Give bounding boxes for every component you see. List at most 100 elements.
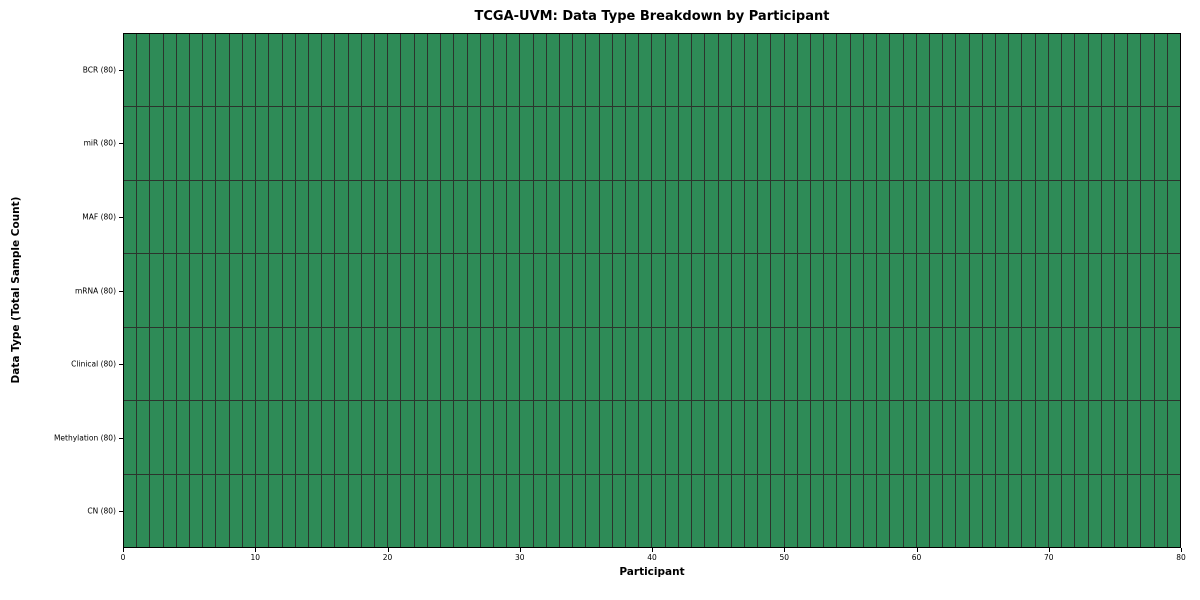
heatmap-cell	[718, 327, 731, 401]
heatmap-cell	[520, 254, 533, 327]
heatmap-cell	[1088, 34, 1101, 107]
heatmap-cell	[137, 327, 150, 401]
heatmap-cell	[824, 254, 837, 327]
heatmap-cell	[256, 401, 269, 474]
heatmap-cell	[784, 254, 797, 327]
heatmap-cell	[216, 254, 229, 327]
heatmap-cell	[493, 401, 507, 474]
heatmap-cell	[890, 327, 903, 401]
heatmap-cell	[996, 401, 1009, 474]
heatmap-cell	[652, 34, 665, 107]
heatmap-cell	[996, 474, 1009, 547]
heatmap-cell	[493, 254, 507, 327]
heatmap-cell	[824, 474, 837, 547]
heatmap-cell	[692, 327, 705, 401]
heatmap-cell	[480, 107, 493, 180]
heatmap-cell	[1009, 401, 1022, 474]
heatmap-cell	[282, 327, 295, 401]
heatmap-cell	[890, 34, 903, 107]
heatmap-cell	[573, 327, 586, 401]
heatmap-cell	[969, 254, 982, 327]
heatmap-cell	[969, 474, 982, 547]
heatmap-cell	[190, 180, 203, 254]
heatmap-cell	[361, 327, 375, 401]
heatmap-cell	[375, 254, 388, 327]
heatmap-cell	[916, 180, 929, 254]
heatmap-cell	[229, 34, 242, 107]
heatmap-cell	[242, 474, 256, 547]
heatmap-cell	[1141, 327, 1154, 401]
heatmap-cell	[929, 401, 943, 474]
heatmap-cell	[124, 327, 137, 401]
heatmap-cell	[1128, 34, 1141, 107]
heatmap-cell	[1088, 107, 1101, 180]
heatmap-cell	[705, 474, 718, 547]
heatmap-cell	[322, 327, 335, 401]
heatmap-cell	[837, 180, 850, 254]
heatmap-cell	[652, 107, 665, 180]
heatmap-cell	[877, 401, 890, 474]
heatmap-cell	[1022, 474, 1035, 547]
heatmap-cell	[678, 254, 692, 327]
x-tick-label: 60	[911, 553, 922, 562]
heatmap-cell	[137, 180, 150, 254]
heatmap-cell	[586, 474, 599, 547]
heatmap-cell	[1088, 254, 1101, 327]
heatmap-cell	[929, 180, 943, 254]
heatmap-cell	[203, 180, 216, 254]
heatmap-cell	[375, 34, 388, 107]
heatmap-cell	[1075, 401, 1088, 474]
heatmap-cell	[467, 474, 480, 547]
heatmap-cell	[929, 254, 943, 327]
heatmap-cell	[1141, 254, 1154, 327]
heatmap-cell	[956, 34, 969, 107]
heatmap-cell	[731, 34, 744, 107]
heatmap-cell	[256, 327, 269, 401]
heatmap-cell	[150, 327, 163, 401]
heatmap-cell	[599, 254, 612, 327]
heatmap-cell	[599, 474, 612, 547]
heatmap-cell	[771, 327, 784, 401]
heatmap-cell	[163, 401, 176, 474]
heatmap-cell	[322, 254, 335, 327]
heatmap-cell	[229, 401, 242, 474]
heatmap-cell	[348, 474, 361, 547]
heatmap-cell	[996, 327, 1009, 401]
heatmap-cell	[560, 327, 573, 401]
heatmap-cell	[176, 34, 190, 107]
heatmap-cell	[1141, 34, 1154, 107]
heatmap-cell	[718, 34, 731, 107]
heatmap-cell	[863, 327, 877, 401]
x-tick-label: 50	[779, 553, 790, 562]
heatmap-cell	[348, 107, 361, 180]
heatmap-cell	[982, 34, 996, 107]
heatmap-cell	[982, 254, 996, 327]
heatmap-cell	[692, 180, 705, 254]
heatmap-cell	[520, 107, 533, 180]
heatmap-cell	[1101, 254, 1114, 327]
heatmap-cell	[361, 474, 375, 547]
heatmap-cell	[771, 254, 784, 327]
heatmap-cell	[890, 474, 903, 547]
heatmap-cell	[1062, 254, 1075, 327]
heatmap-cell	[1167, 474, 1180, 547]
heatmap-cell	[678, 327, 692, 401]
heatmap-cell	[916, 474, 929, 547]
heatmap-cell	[533, 327, 546, 401]
heatmap-cell	[493, 474, 507, 547]
x-tick-label: 80	[1176, 553, 1186, 562]
heatmap-cell	[850, 107, 863, 180]
heatmap-cell	[982, 327, 996, 401]
heatmap-cell	[467, 327, 480, 401]
heatmap-cell	[744, 327, 758, 401]
heatmap-cell	[784, 107, 797, 180]
x-tick-mark	[784, 548, 786, 552]
heatmap-cell	[890, 254, 903, 327]
heatmap-cell	[1009, 107, 1022, 180]
heatmap-cell	[560, 401, 573, 474]
heatmap-cell	[705, 254, 718, 327]
heatmap-cell	[176, 474, 190, 547]
heatmap-cell	[678, 474, 692, 547]
heatmap-cell	[295, 254, 308, 327]
